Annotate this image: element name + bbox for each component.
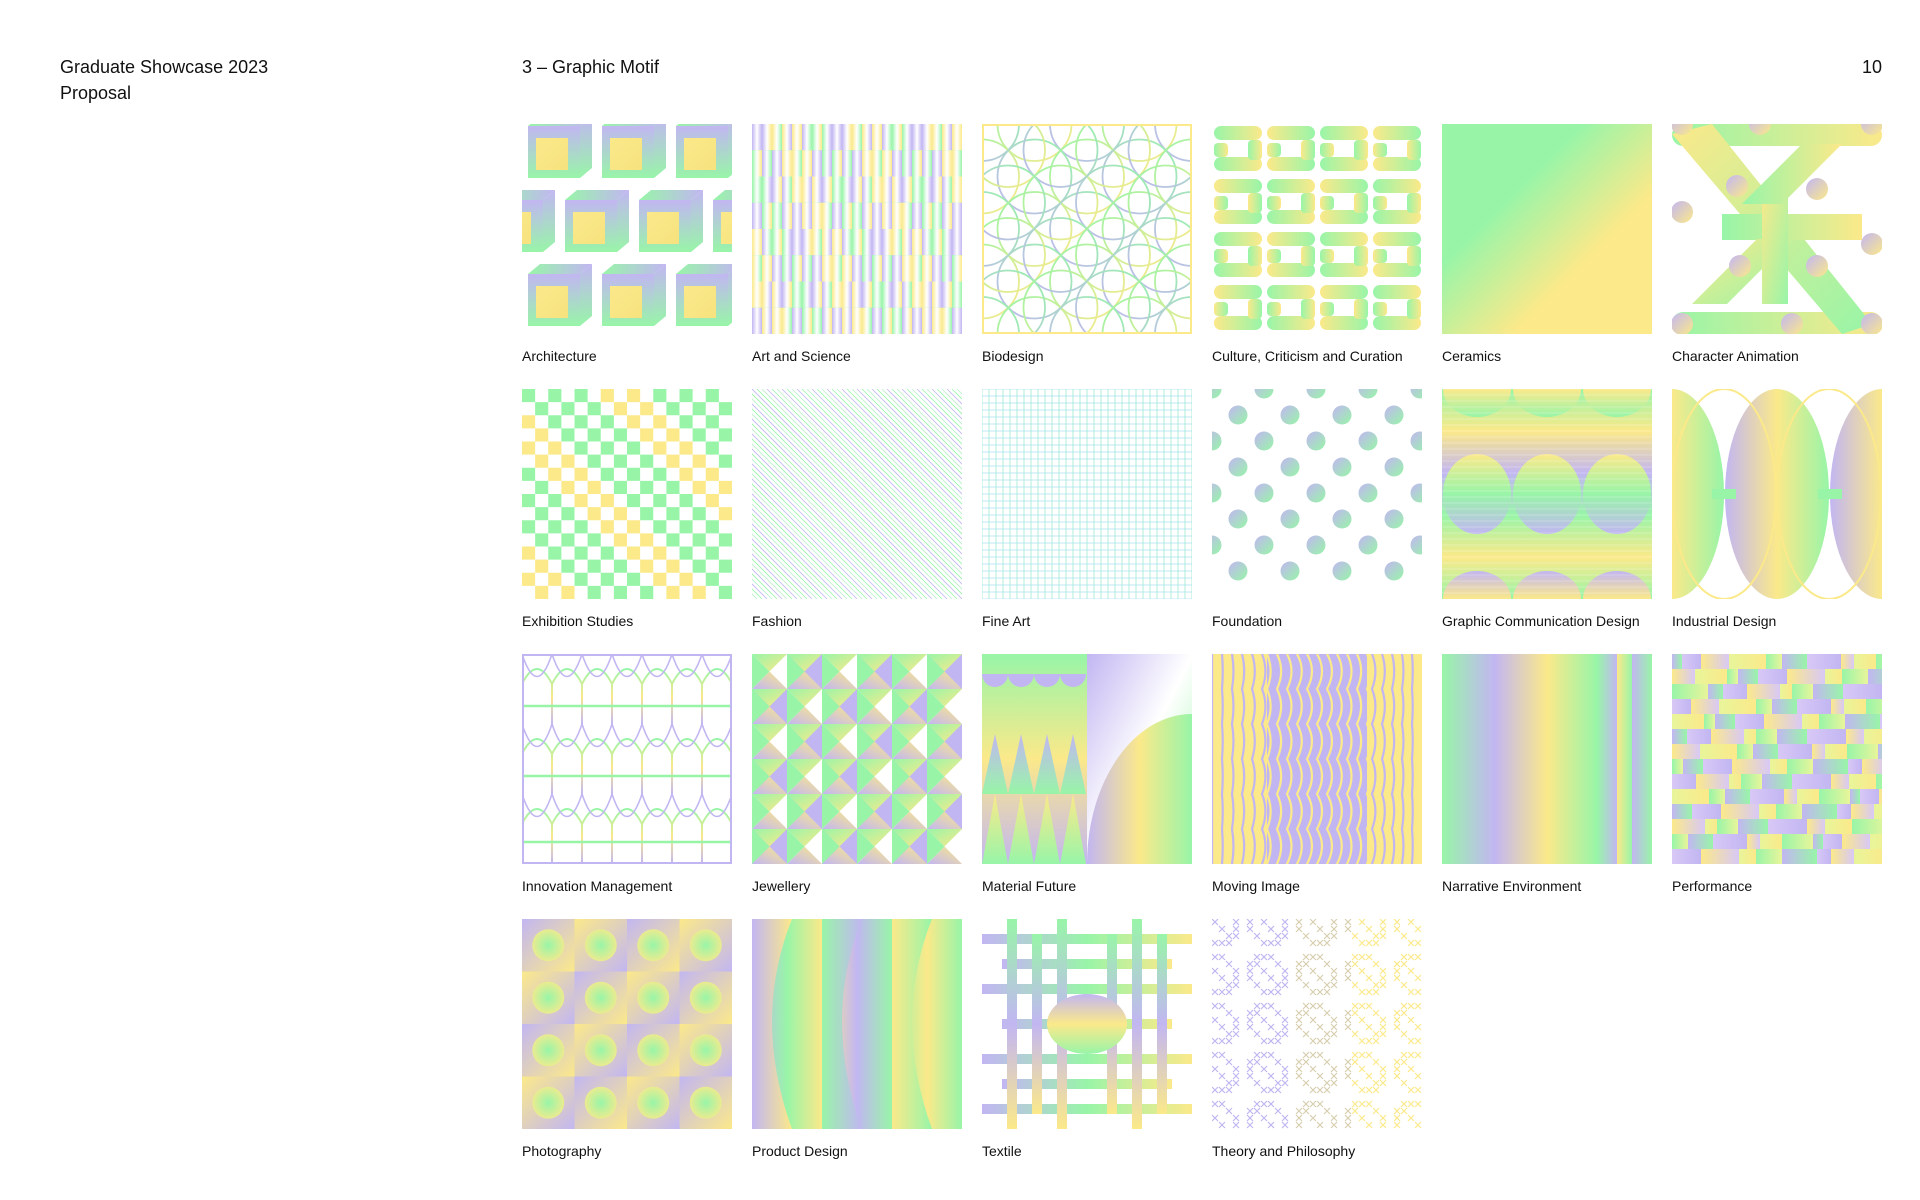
motif-tile: Innovation Management bbox=[522, 654, 732, 895]
motif-ellipses-pattern bbox=[1672, 389, 1882, 599]
motif-tile: Art and Science bbox=[752, 124, 962, 365]
motif-caption: Performance bbox=[1672, 878, 1753, 894]
motif-tile: Fine Art bbox=[982, 389, 1192, 630]
motif-caption: Textile bbox=[982, 1143, 1022, 1159]
motif-caption: Fashion bbox=[752, 613, 802, 629]
motif-tile: Material Future bbox=[982, 654, 1192, 895]
motif-caption: Culture, Criticism and Curation bbox=[1212, 348, 1403, 364]
page-number: 10 bbox=[1861, 57, 1882, 77]
motif-caption: Photography bbox=[522, 1143, 602, 1159]
section-heading: 3 – Graphic Motif bbox=[522, 57, 660, 77]
motif-caption: Biodesign bbox=[982, 348, 1044, 364]
motif-caption: Character Animation bbox=[1672, 348, 1799, 364]
motif-tile: Performance bbox=[1672, 654, 1882, 895]
motif-caption: Fine Art bbox=[982, 613, 1031, 629]
motif-tile: Biodesign bbox=[982, 124, 1192, 365]
motif-caption: Innovation Management bbox=[522, 878, 673, 894]
motif-diagonal-gradient-pattern bbox=[1442, 124, 1652, 334]
motif-tile: Jewellery bbox=[752, 654, 962, 895]
motif-vertical-gradient-strips-pattern bbox=[1442, 654, 1652, 864]
motif-caption: Graphic Communication Design bbox=[1442, 613, 1640, 629]
motif-s-shapes-pattern bbox=[1212, 124, 1422, 334]
motif-glitch-blocks-pattern bbox=[1672, 654, 1882, 864]
motif-curved-columns-pattern bbox=[752, 919, 962, 1129]
motif-caption: Material Future bbox=[982, 878, 1077, 894]
motif-tile: Ceramics bbox=[1442, 124, 1652, 365]
motif-semicircle-bands-pattern bbox=[1442, 389, 1652, 599]
motif-dots-pattern bbox=[1212, 389, 1422, 599]
motif-caption: Exhibition Studies bbox=[522, 613, 634, 629]
motif-caption: Ceramics bbox=[1442, 348, 1502, 364]
motif-caption: Narrative Environment bbox=[1442, 878, 1582, 894]
motif-tile: Character Animation bbox=[1672, 124, 1882, 365]
motif-tile: Exhibition Studies bbox=[522, 389, 732, 630]
motif-diagonal-lines-pattern bbox=[752, 389, 962, 599]
motif-caption: Moving Image bbox=[1212, 878, 1300, 894]
motif-tile: Architecture bbox=[522, 124, 732, 365]
motif-caption: Jewellery bbox=[752, 878, 811, 894]
motif-tile: Industrial Design bbox=[1672, 389, 1882, 630]
motif-caption: Architecture bbox=[522, 348, 597, 364]
motif-caption: Product Design bbox=[752, 1143, 848, 1159]
motif-cross-stitch-pattern bbox=[1212, 919, 1422, 1129]
motif-arch-grid-pattern bbox=[522, 654, 732, 864]
motif-tile: Fashion bbox=[752, 389, 962, 630]
motif-cubes-pattern bbox=[522, 124, 732, 334]
motif-caption: Art and Science bbox=[752, 348, 851, 364]
motif-tile: Theory and Philosophy bbox=[1212, 919, 1422, 1160]
motif-tile: Graphic Communication Design bbox=[1442, 389, 1652, 630]
motif-caption: Theory and Philosophy bbox=[1212, 1143, 1356, 1159]
document-title: Graduate Showcase 2023 Proposal bbox=[60, 54, 268, 106]
motif-tile: Foundation bbox=[1212, 389, 1422, 630]
motif-tile: Textile bbox=[982, 919, 1192, 1160]
motif-checkerboard-pattern bbox=[522, 389, 732, 599]
motif-tile: Moving Image bbox=[1212, 654, 1422, 895]
motif-tile: Product Design bbox=[752, 919, 962, 1160]
motif-vertical-blocks-pattern bbox=[752, 124, 962, 334]
motif-fine-grid-pattern bbox=[982, 389, 1192, 599]
motif-tile: Culture, Criticism and Curation bbox=[1212, 124, 1422, 365]
motif-bowtie-tiles-pattern bbox=[752, 654, 962, 864]
motif-blur-squares-pattern bbox=[522, 919, 732, 1129]
motif-caption: Foundation bbox=[1212, 613, 1283, 629]
motif-quadrant-shapes-pattern bbox=[982, 654, 1192, 864]
motif-circle-lattice-pattern bbox=[982, 124, 1192, 334]
motif-wave-lines-pattern bbox=[1212, 654, 1422, 864]
motif-tile: Narrative Environment bbox=[1442, 654, 1652, 895]
document-title-line1: Graduate Showcase 2023 bbox=[60, 57, 269, 77]
motif-tile: Photography bbox=[522, 919, 732, 1160]
motif-diagonal-bands-pattern bbox=[1672, 124, 1882, 334]
motif-caption: Industrial Design bbox=[1672, 613, 1777, 629]
motif-weave-pattern bbox=[982, 919, 1192, 1129]
document-title-line2: Proposal bbox=[60, 83, 132, 103]
